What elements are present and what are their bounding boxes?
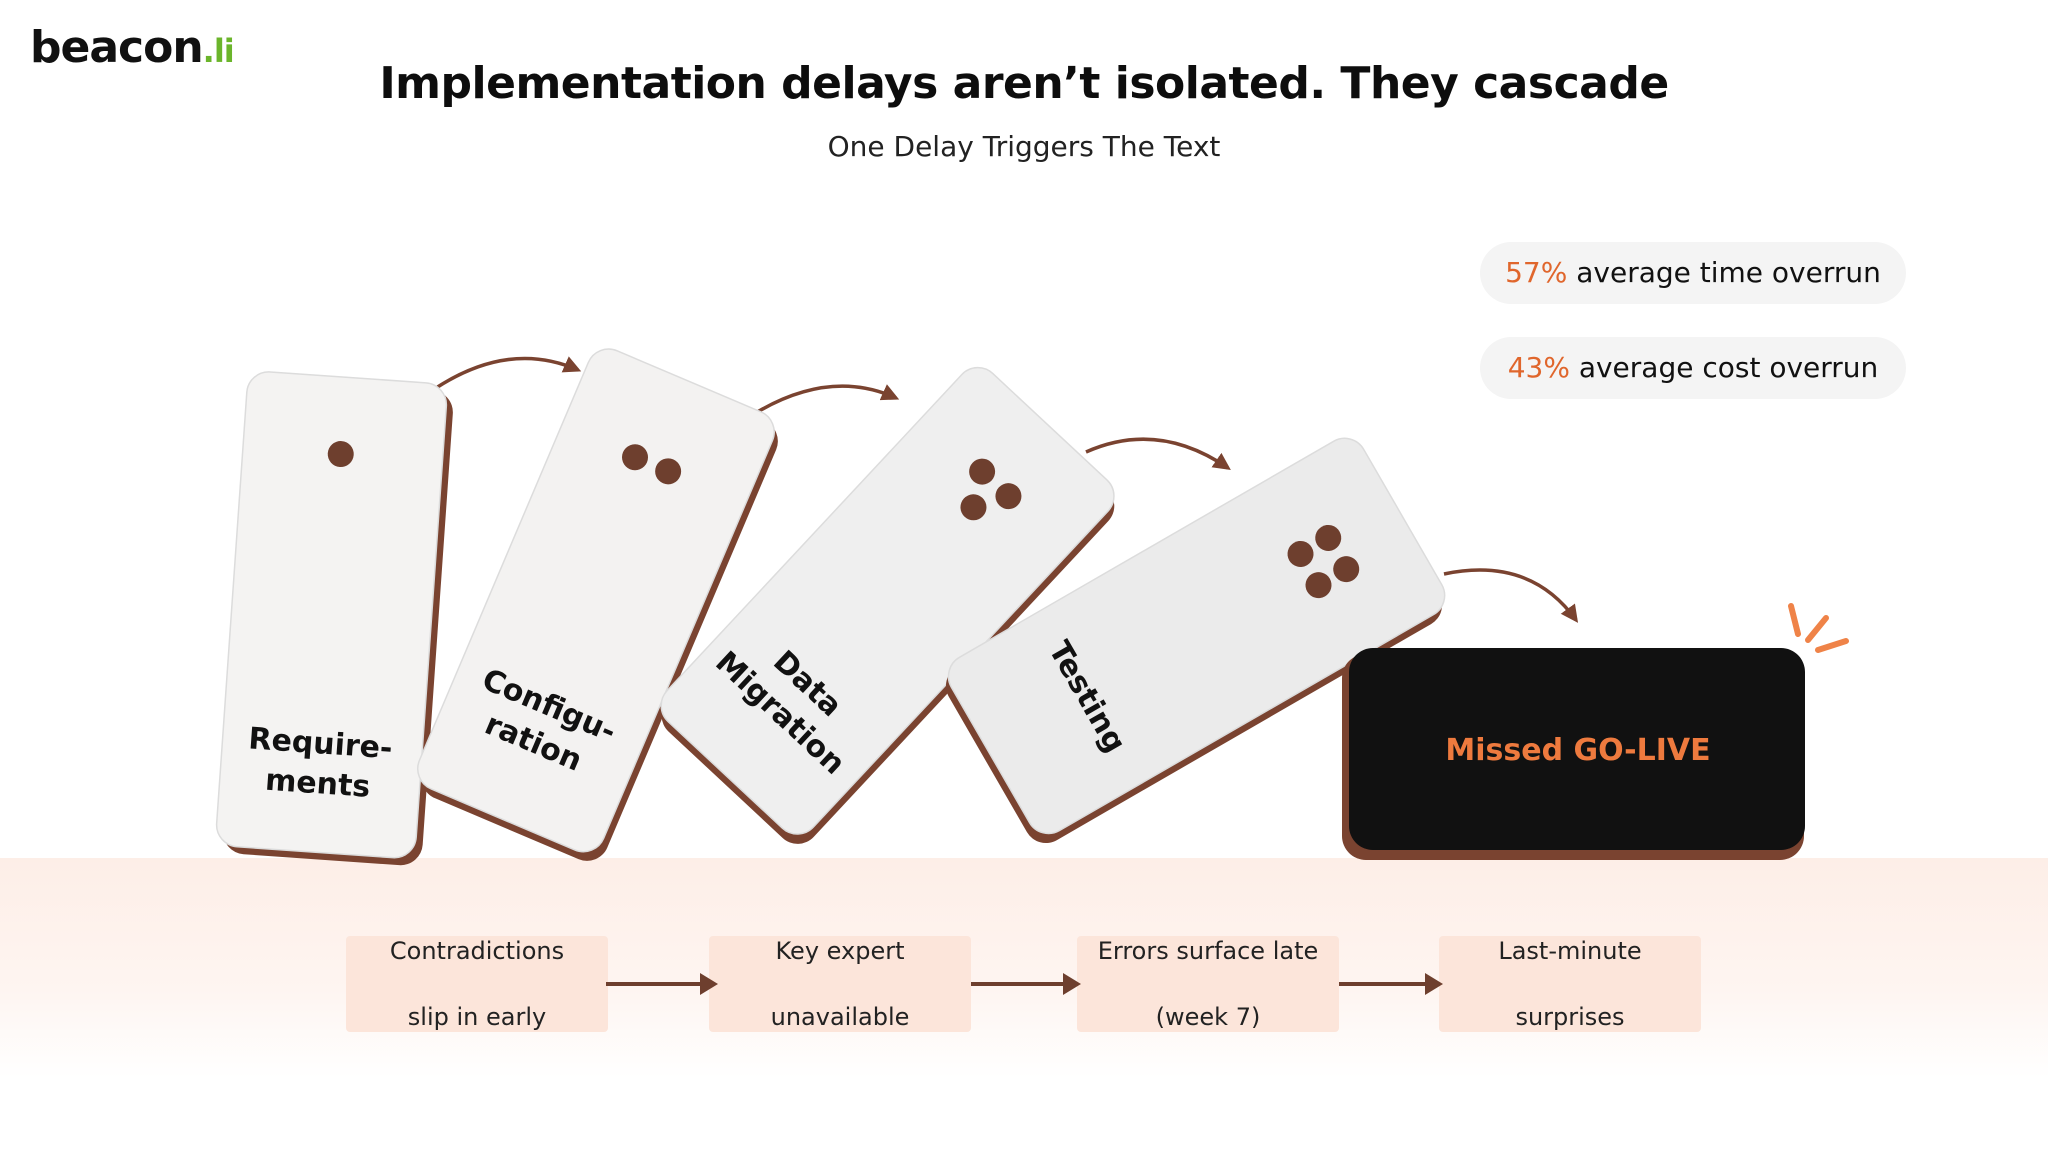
domino-configuration: Configu- ration bbox=[417, 348, 778, 861]
stat-cost-label: average cost overrun bbox=[1569, 351, 1879, 384]
ground-band bbox=[0, 858, 2048, 1078]
domino-pip bbox=[1305, 572, 1332, 599]
curve-arrow-3 bbox=[1085, 437, 1231, 470]
domino-pip bbox=[1287, 540, 1314, 567]
curve-arrow-2 bbox=[753, 384, 900, 416]
domino-pip bbox=[1333, 556, 1360, 583]
flow-step-contradictions: Contradictions slip in early bbox=[346, 936, 608, 1032]
flow-step-errors-surface: Errors surface late (week 7) bbox=[1077, 936, 1339, 1032]
flow-step-line2: slip in early bbox=[407, 1002, 547, 1031]
flow-step-line1: Key expert bbox=[775, 936, 905, 965]
domino-testing: Testing bbox=[945, 437, 1446, 844]
flow-step-key-expert: Key expert unavailable bbox=[709, 936, 971, 1032]
domino-label-line2: ments bbox=[264, 763, 371, 805]
domino-pip bbox=[969, 458, 996, 485]
domino-pip bbox=[622, 444, 649, 471]
impact-burst-icon bbox=[1788, 603, 1849, 653]
domino-requirements: Require- ments bbox=[215, 371, 453, 866]
domino-data-migration: Data Migration bbox=[660, 366, 1115, 844]
domino-scene: Require- ments Configu- ration Data Migr… bbox=[215, 348, 1849, 866]
flow-step-last-minute: Last-minute surprises bbox=[1439, 936, 1701, 1032]
stat-time-label: average time overrun bbox=[1567, 256, 1881, 289]
page-title: Implementation delays aren’t isolated. T… bbox=[379, 58, 1669, 109]
step-arrow-3 bbox=[1339, 973, 1443, 995]
domino-pip bbox=[327, 441, 354, 468]
flow-step-line2: (week 7) bbox=[1155, 1002, 1261, 1031]
curve-arrow-1 bbox=[435, 356, 582, 390]
flow-step-line1: Contradictions bbox=[389, 936, 565, 965]
domino-pip bbox=[1315, 524, 1342, 551]
stat-time-value: 57% bbox=[1505, 256, 1568, 289]
flow-step-line2: unavailable bbox=[770, 1002, 910, 1031]
stat-cost-value: 43% bbox=[1507, 351, 1570, 384]
golive-block: Missed GO-LIVE bbox=[1342, 648, 1805, 860]
page-subtitle: One Delay Triggers The Text bbox=[827, 130, 1221, 163]
step-arrow-1 bbox=[606, 973, 718, 995]
curve-arrow-4 bbox=[1443, 568, 1579, 623]
flow-step-line1: Errors surface late bbox=[1097, 936, 1319, 965]
beacon-logo: beacon.li bbox=[30, 26, 235, 70]
domino-pip bbox=[960, 494, 987, 521]
domino-pip bbox=[655, 458, 682, 485]
stat-cost-overrun: 43% average cost overrun bbox=[1480, 337, 1906, 399]
logo-suffix: .li bbox=[202, 32, 235, 70]
domino-pip bbox=[995, 483, 1022, 510]
golive-label: Missed GO-LIVE bbox=[1445, 733, 1710, 768]
logo-text: beacon bbox=[30, 22, 204, 73]
flow-step-line1: Last-minute bbox=[1498, 936, 1642, 965]
flow-step-line2: surprises bbox=[1515, 1002, 1625, 1031]
stat-time-overrun: 57% average time overrun bbox=[1480, 242, 1906, 304]
step-arrow-2 bbox=[971, 973, 1081, 995]
